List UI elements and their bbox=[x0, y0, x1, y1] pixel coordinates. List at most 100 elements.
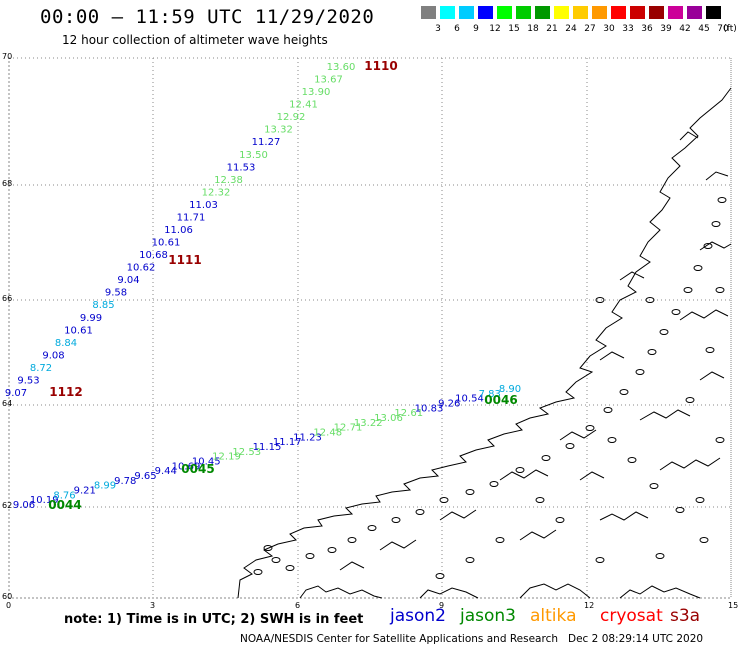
wave-height-label: 8.76 bbox=[53, 490, 75, 501]
island-outline bbox=[541, 455, 551, 461]
scale-swatch bbox=[573, 6, 588, 19]
wave-height-label: 10.68 bbox=[139, 250, 168, 261]
wave-height-label: 10.45 bbox=[192, 457, 221, 468]
scale-label: 70 bbox=[717, 24, 729, 34]
wave-height-label: 8.85 bbox=[92, 300, 114, 311]
satellite-legend-jason2: jason2 bbox=[390, 606, 446, 626]
wave-height-label: 10.69 bbox=[172, 461, 201, 472]
satellite-legend-jason3: jason3 bbox=[460, 606, 516, 626]
scale-label: 24 bbox=[565, 24, 577, 34]
scale-swatch bbox=[535, 6, 550, 19]
island-outline bbox=[705, 347, 715, 353]
wave-height-label: 12.61 bbox=[394, 408, 423, 419]
island-outline bbox=[635, 369, 645, 375]
wave-height-label: 10.61 bbox=[64, 325, 93, 336]
wave-height-label: 12.48 bbox=[313, 428, 342, 439]
scale-label: 42 bbox=[679, 24, 691, 34]
pass-time-marker: 1112 bbox=[49, 385, 82, 399]
coastline-segment bbox=[519, 529, 557, 541]
wave-height-label: 9.08 bbox=[42, 350, 64, 361]
lon-tick-label: 0 bbox=[6, 601, 12, 610]
norway-coastline bbox=[237, 87, 732, 599]
island-outline bbox=[649, 483, 659, 489]
scale-label: 33 bbox=[622, 24, 634, 34]
lat-tick-label: 66 bbox=[2, 294, 13, 303]
island-outline bbox=[647, 349, 657, 355]
credit-line: NOAA/NESDIS Center for Satellite Applica… bbox=[240, 633, 703, 645]
island-outline bbox=[715, 287, 725, 293]
island-outline bbox=[465, 489, 475, 495]
coastline-segment bbox=[419, 587, 479, 599]
wave-height-label: 12.92 bbox=[277, 112, 306, 123]
lon-tick-label: 15 bbox=[728, 601, 739, 610]
scale-label: 30 bbox=[603, 24, 615, 34]
island-outline bbox=[619, 389, 629, 395]
wave-height-label: 11.53 bbox=[227, 162, 256, 173]
credit-text: NOAA/NESDIS Center for Satellite Applica… bbox=[240, 633, 558, 645]
scale-swatch bbox=[630, 6, 645, 19]
wave-height-label: 11.23 bbox=[293, 432, 322, 443]
wave-height-label: 13.06 bbox=[374, 413, 403, 424]
note-text: note: 1) Time is in UTC; 2) SWH is in fe… bbox=[64, 612, 364, 627]
scale-unit: (ft) bbox=[723, 24, 737, 34]
island-outline bbox=[435, 573, 445, 579]
coastline-segment bbox=[599, 351, 625, 361]
lat-tick-label: 64 bbox=[2, 399, 13, 408]
scale-swatch bbox=[687, 6, 702, 19]
wave-height-label: 9.78 bbox=[114, 476, 136, 487]
wave-height-label: 9.99 bbox=[80, 313, 102, 324]
scale-label: 12 bbox=[489, 24, 501, 34]
island-outline bbox=[465, 557, 475, 563]
scale-label: 21 bbox=[546, 24, 558, 34]
scale-swatch bbox=[592, 6, 607, 19]
island-outline bbox=[253, 569, 263, 575]
scale-label: 45 bbox=[698, 24, 710, 34]
timestamp-text: Dec 2 08:29:14 UTC 2020 bbox=[568, 633, 704, 645]
island-outline bbox=[699, 537, 709, 543]
wave-height-label: 9.21 bbox=[74, 486, 96, 497]
pass-time-marker: 0044 bbox=[48, 498, 81, 512]
island-outline bbox=[693, 265, 703, 271]
coastline-segment bbox=[639, 409, 691, 421]
scale-swatch bbox=[554, 6, 569, 19]
grid-lines bbox=[8, 57, 732, 599]
scale-label: 27 bbox=[584, 24, 596, 34]
island-outline bbox=[327, 547, 337, 553]
lon-tick-label: 6 bbox=[295, 601, 301, 610]
island-outline bbox=[627, 457, 637, 463]
island-outline bbox=[595, 297, 605, 303]
island-outline bbox=[685, 397, 695, 403]
pass-time-marker: 0045 bbox=[181, 462, 214, 476]
scale-swatch bbox=[516, 6, 531, 19]
lon-tick-label: 9 bbox=[439, 601, 445, 610]
pass-time-marker: 0046 bbox=[484, 393, 517, 407]
coastline-segment bbox=[237, 87, 732, 599]
island-outline bbox=[515, 467, 525, 473]
island-outline bbox=[715, 437, 725, 443]
wave-height-label: 10.19 bbox=[30, 495, 59, 506]
wave-height-label: 12.71 bbox=[334, 423, 363, 434]
coastline-segment bbox=[499, 469, 549, 481]
coastline-segment bbox=[339, 561, 365, 571]
scale-swatch bbox=[668, 6, 683, 19]
island-outline bbox=[659, 329, 669, 335]
lon-tick-label: 3 bbox=[150, 601, 156, 610]
island-outline bbox=[489, 481, 499, 487]
island-outline bbox=[305, 553, 315, 559]
island-outline bbox=[603, 407, 613, 413]
island-outline bbox=[607, 437, 617, 443]
scale-swatch bbox=[440, 6, 455, 19]
island-outline bbox=[671, 309, 681, 315]
lat-tick-label: 68 bbox=[2, 179, 13, 188]
wave-height-label: 11.71 bbox=[177, 212, 206, 223]
coastline-segment bbox=[439, 509, 477, 521]
scale-label: 18 bbox=[527, 24, 539, 34]
island-outline bbox=[675, 507, 685, 513]
pass-time-marker: 1110 bbox=[364, 59, 397, 73]
coastline-segment bbox=[299, 585, 383, 599]
island-outline bbox=[655, 553, 665, 559]
wave-height-label: 8.99 bbox=[94, 481, 116, 492]
wave-height-label: 12.41 bbox=[289, 100, 318, 111]
